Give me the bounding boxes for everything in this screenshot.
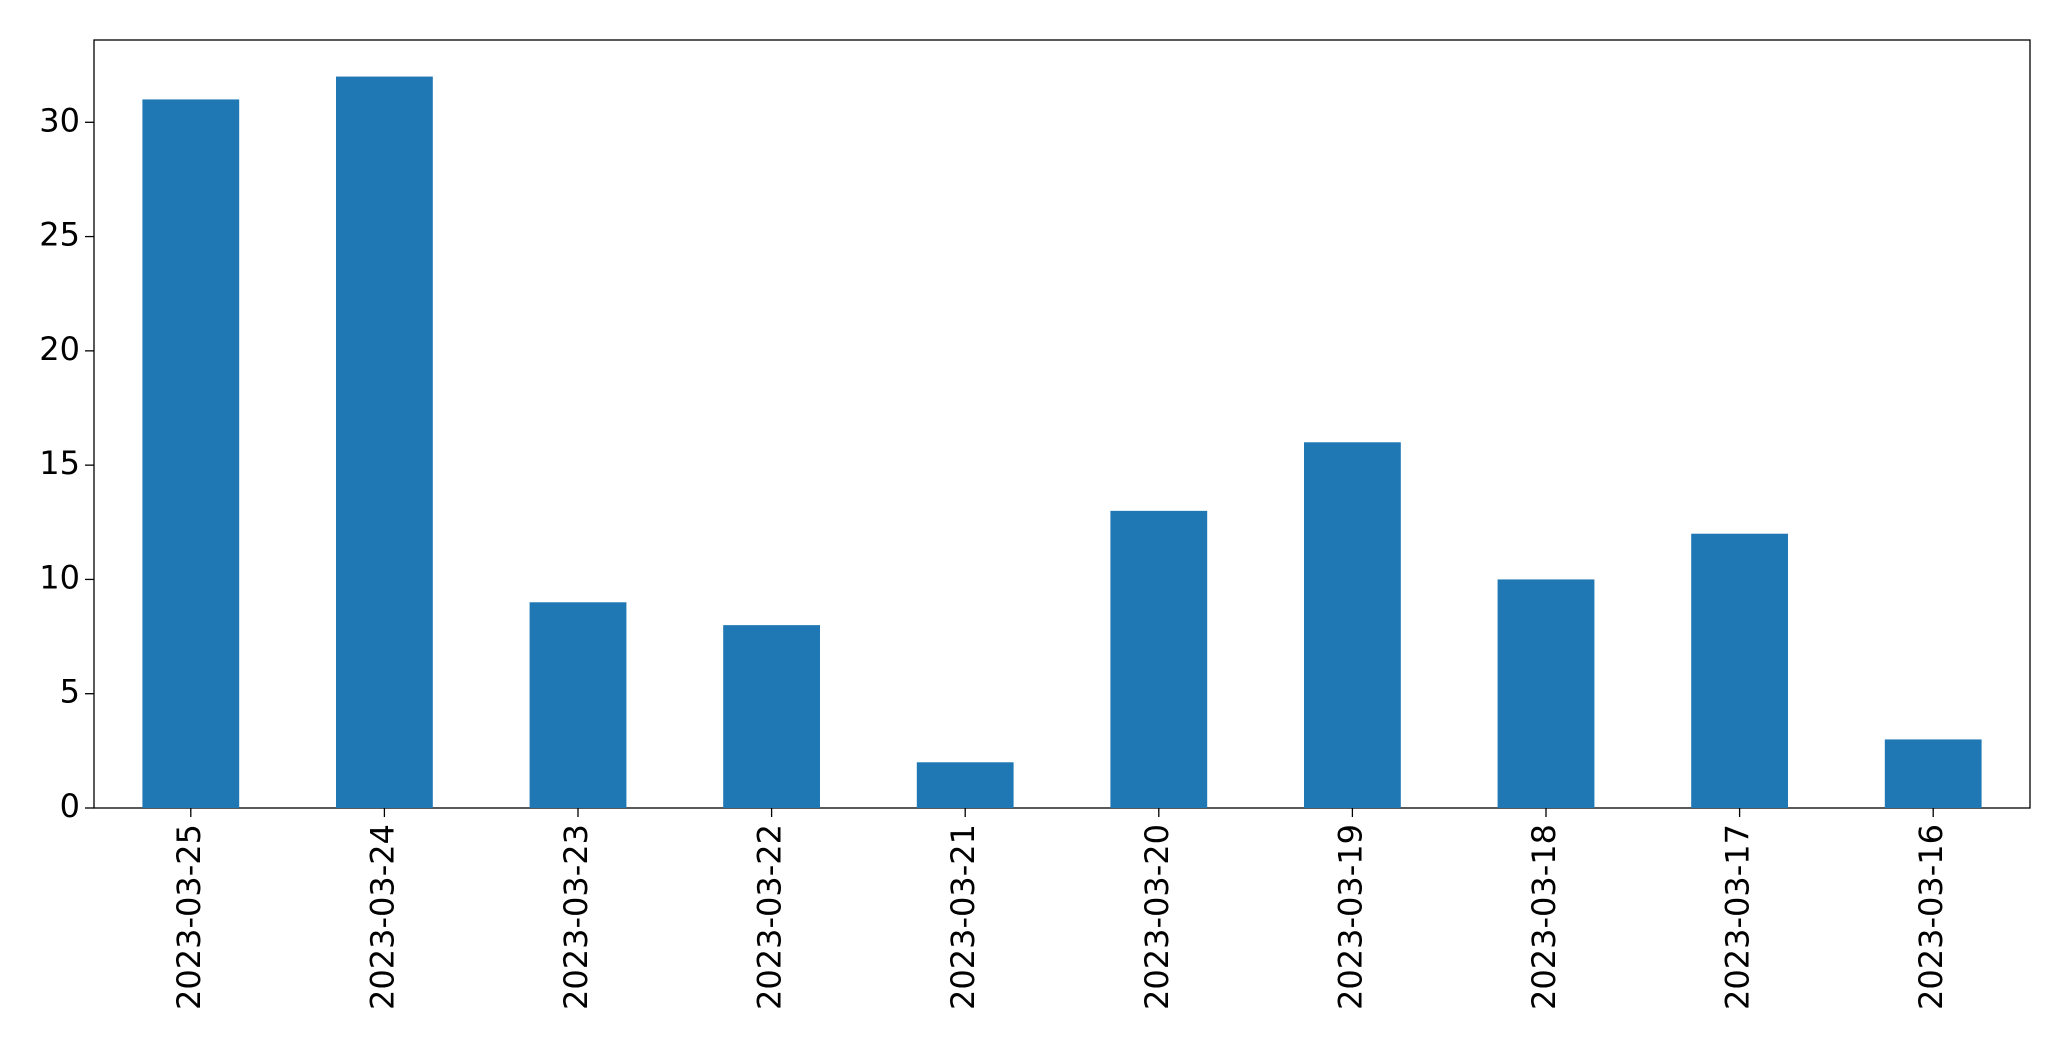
bar (1110, 510, 1208, 808)
x-tick-label: 2023-03-22 (751, 824, 789, 1010)
axes-frame (93, 39, 2031, 809)
bar (723, 625, 820, 808)
x-tick-label: 2023-03-25 (170, 824, 208, 1010)
x-tick-label: 2023-03-17 (1719, 824, 1757, 1010)
bar (529, 602, 627, 808)
y-tick-label: 30 (39, 101, 80, 139)
bar (1884, 739, 1982, 808)
y-tick-label: 10 (39, 558, 80, 596)
x-tick-label: 2023-03-20 (1138, 824, 1176, 1010)
y-tick-label: 20 (39, 330, 80, 368)
x-tick-label: 2023-03-19 (1331, 824, 1369, 1010)
y-tick-label: 15 (39, 444, 80, 482)
bar (1497, 579, 1595, 808)
x-tick-label: 2023-03-24 (363, 824, 401, 1010)
x-tick-label: 2023-03-23 (557, 824, 595, 1010)
bar (1691, 533, 1788, 808)
x-tick-label: 2023-03-16 (1912, 824, 1950, 1010)
x-tick-label: 2023-03-18 (1525, 824, 1563, 1010)
y-tick-label: 0 (60, 787, 80, 825)
bar (336, 76, 433, 809)
y-tick-label: 5 (60, 673, 80, 711)
x-tick-label: 2023-03-21 (944, 824, 982, 1010)
bar (1304, 442, 1401, 808)
bar (142, 99, 240, 808)
y-tick-label: 25 (39, 216, 80, 254)
bar (916, 762, 1014, 808)
